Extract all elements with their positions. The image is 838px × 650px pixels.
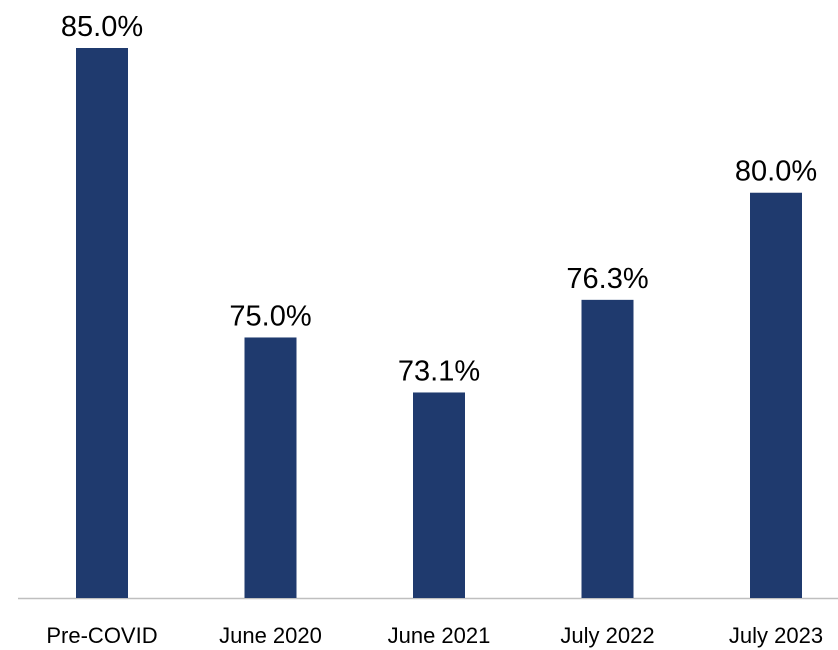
x-tick-label: June 2020 — [219, 623, 322, 648]
bar — [750, 192, 802, 598]
x-tick-label: June 2021 — [388, 623, 491, 648]
value-label: 76.3% — [566, 263, 648, 295]
x-tick-label: Pre-COVID — [46, 623, 157, 648]
value-label: 85.0% — [61, 11, 143, 43]
x-tick-label: July 2023 — [729, 623, 823, 648]
bar — [581, 299, 634, 598]
bar — [413, 392, 465, 598]
value-label: 80.0% — [735, 156, 817, 188]
value-label: 75.0% — [229, 300, 311, 332]
x-tick-label: July 2022 — [560, 623, 654, 648]
bar — [244, 337, 297, 598]
bar — [76, 48, 128, 598]
value-label: 73.1% — [398, 355, 480, 387]
